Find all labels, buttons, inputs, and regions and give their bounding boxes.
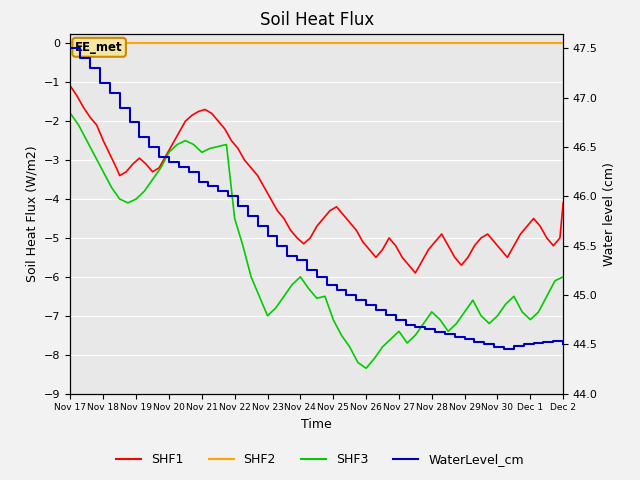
Y-axis label: Water level (cm): Water level (cm) [604,162,616,265]
Title: Soil Heat Flux: Soil Heat Flux [260,11,374,29]
Y-axis label: Soil Heat Flux (W/m2): Soil Heat Flux (W/m2) [26,145,38,282]
Text: EE_met: EE_met [76,41,123,54]
Legend: SHF1, SHF2, SHF3, WaterLevel_cm: SHF1, SHF2, SHF3, WaterLevel_cm [111,448,529,471]
X-axis label: Time: Time [301,418,332,431]
